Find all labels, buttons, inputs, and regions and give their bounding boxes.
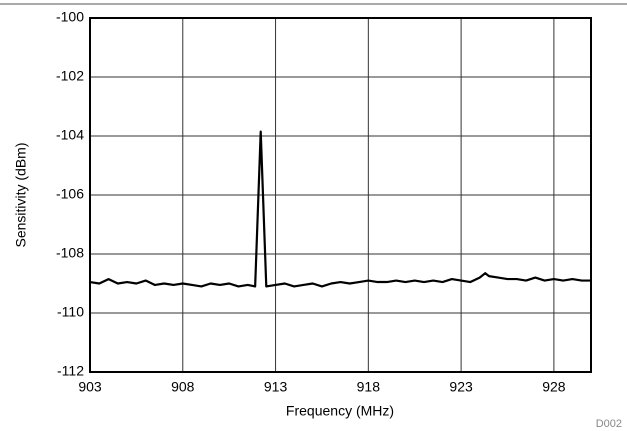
x-tick-label: 913 [264,379,288,395]
y-tick-label: -106 [56,186,84,202]
y-tick-label: -102 [56,68,84,84]
y-tick-label: -112 [57,363,84,379]
data-line [89,130,591,288]
y-tick-label: -110 [57,304,84,320]
y-tick-label: -108 [56,245,84,261]
x-tick-label: 903 [78,379,102,395]
x-tick-label: 918 [357,379,381,395]
x-tick-label: 928 [542,379,566,395]
x-tick-label: 923 [449,379,473,395]
x-axis-label: Frequency (MHz) [286,403,394,419]
y-axis-label: Sensitivity (dBm) [13,142,29,247]
plot-frame [89,17,592,373]
y-tick-label: -104 [56,127,84,143]
x-tick-label: 908 [171,379,195,395]
figure-id: D002 [596,418,622,430]
y-tick-label: -100 [56,9,84,25]
